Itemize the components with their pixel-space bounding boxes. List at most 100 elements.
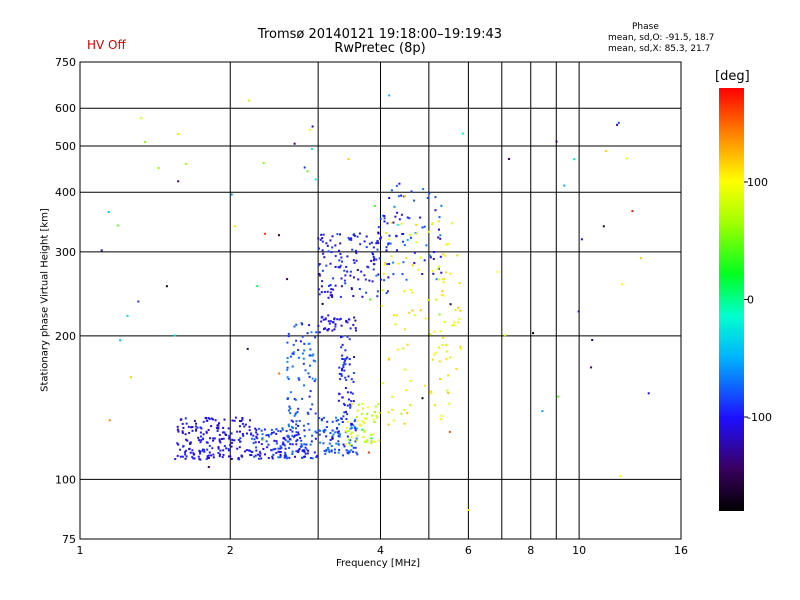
data-point xyxy=(230,432,233,435)
data-point xyxy=(297,449,300,452)
data-point xyxy=(279,445,282,448)
data-point xyxy=(325,264,328,267)
data-point xyxy=(345,357,348,360)
data-point xyxy=(217,446,220,449)
data-point xyxy=(380,304,383,307)
data-point xyxy=(325,448,328,451)
data-point xyxy=(284,453,287,456)
data-point xyxy=(302,357,305,360)
data-point xyxy=(341,343,344,346)
data-point xyxy=(332,321,334,324)
data-point xyxy=(345,410,347,413)
data-point xyxy=(423,259,426,262)
data-point xyxy=(228,455,230,458)
data-point xyxy=(419,256,422,259)
data-point xyxy=(327,448,330,451)
data-point xyxy=(107,211,110,213)
data-point xyxy=(248,449,250,452)
data-point xyxy=(267,443,270,446)
data-point xyxy=(275,428,278,431)
data-point xyxy=(283,454,286,457)
data-point xyxy=(347,158,350,161)
data-point xyxy=(256,437,259,440)
data-point xyxy=(313,380,316,383)
data-point xyxy=(297,407,300,410)
data-point xyxy=(328,442,331,445)
data-point xyxy=(338,366,341,369)
data-point xyxy=(391,408,394,411)
data-point xyxy=(395,314,398,317)
data-point xyxy=(414,314,417,317)
data-point xyxy=(353,261,356,264)
data-point xyxy=(321,418,323,421)
data-point xyxy=(444,254,447,257)
data-point xyxy=(438,228,440,231)
data-point xyxy=(357,403,360,406)
data-point xyxy=(199,441,202,444)
data-point xyxy=(310,440,313,443)
data-point xyxy=(378,411,381,414)
data-point xyxy=(321,269,324,272)
data-point xyxy=(253,438,256,441)
data-point xyxy=(439,237,442,240)
data-point xyxy=(203,450,206,453)
data-point xyxy=(337,430,340,433)
data-point xyxy=(301,323,304,326)
data-point xyxy=(363,430,366,433)
data-point xyxy=(338,372,341,375)
data-point xyxy=(435,298,437,301)
data-point xyxy=(356,439,359,442)
data-point xyxy=(358,232,361,235)
data-point xyxy=(433,251,435,253)
data-point xyxy=(397,262,400,265)
data-point xyxy=(207,429,210,431)
data-point xyxy=(189,451,192,454)
data-point xyxy=(388,263,390,265)
data-point xyxy=(263,428,266,431)
data-point xyxy=(443,320,446,323)
data-point xyxy=(435,278,438,281)
data-point xyxy=(404,328,407,331)
data-point xyxy=(409,289,412,291)
data-point xyxy=(346,255,349,258)
data-point xyxy=(383,220,386,223)
data-point xyxy=(398,218,401,221)
data-point xyxy=(296,411,299,413)
data-point xyxy=(249,419,251,422)
data-point xyxy=(279,430,282,433)
data-point xyxy=(311,354,314,357)
data-point xyxy=(259,452,262,455)
data-point xyxy=(376,416,379,419)
data-point xyxy=(303,449,306,452)
data-point xyxy=(262,448,265,450)
data-point xyxy=(321,302,324,305)
data-point xyxy=(299,437,302,439)
data-point xyxy=(327,314,330,317)
data-point xyxy=(442,336,444,339)
data-point xyxy=(271,432,273,434)
data-point xyxy=(365,291,368,294)
data-point xyxy=(229,455,232,458)
data-point xyxy=(309,390,312,393)
data-point xyxy=(340,256,343,259)
data-point xyxy=(281,427,284,430)
data-point xyxy=(345,265,348,268)
data-point xyxy=(421,226,424,229)
data-point xyxy=(222,449,225,452)
data-point xyxy=(356,453,359,456)
data-point xyxy=(137,300,140,303)
data-point xyxy=(249,454,252,456)
data-point xyxy=(198,449,201,452)
data-point xyxy=(392,419,395,422)
data-point xyxy=(388,357,391,360)
data-point xyxy=(255,446,258,449)
data-point xyxy=(344,387,347,389)
data-point xyxy=(322,442,325,445)
data-point xyxy=(349,433,352,436)
data-point xyxy=(108,419,111,422)
data-point xyxy=(299,340,302,343)
data-point xyxy=(288,405,291,408)
data-point xyxy=(222,453,225,456)
data-point xyxy=(445,344,448,346)
data-point xyxy=(300,439,303,442)
